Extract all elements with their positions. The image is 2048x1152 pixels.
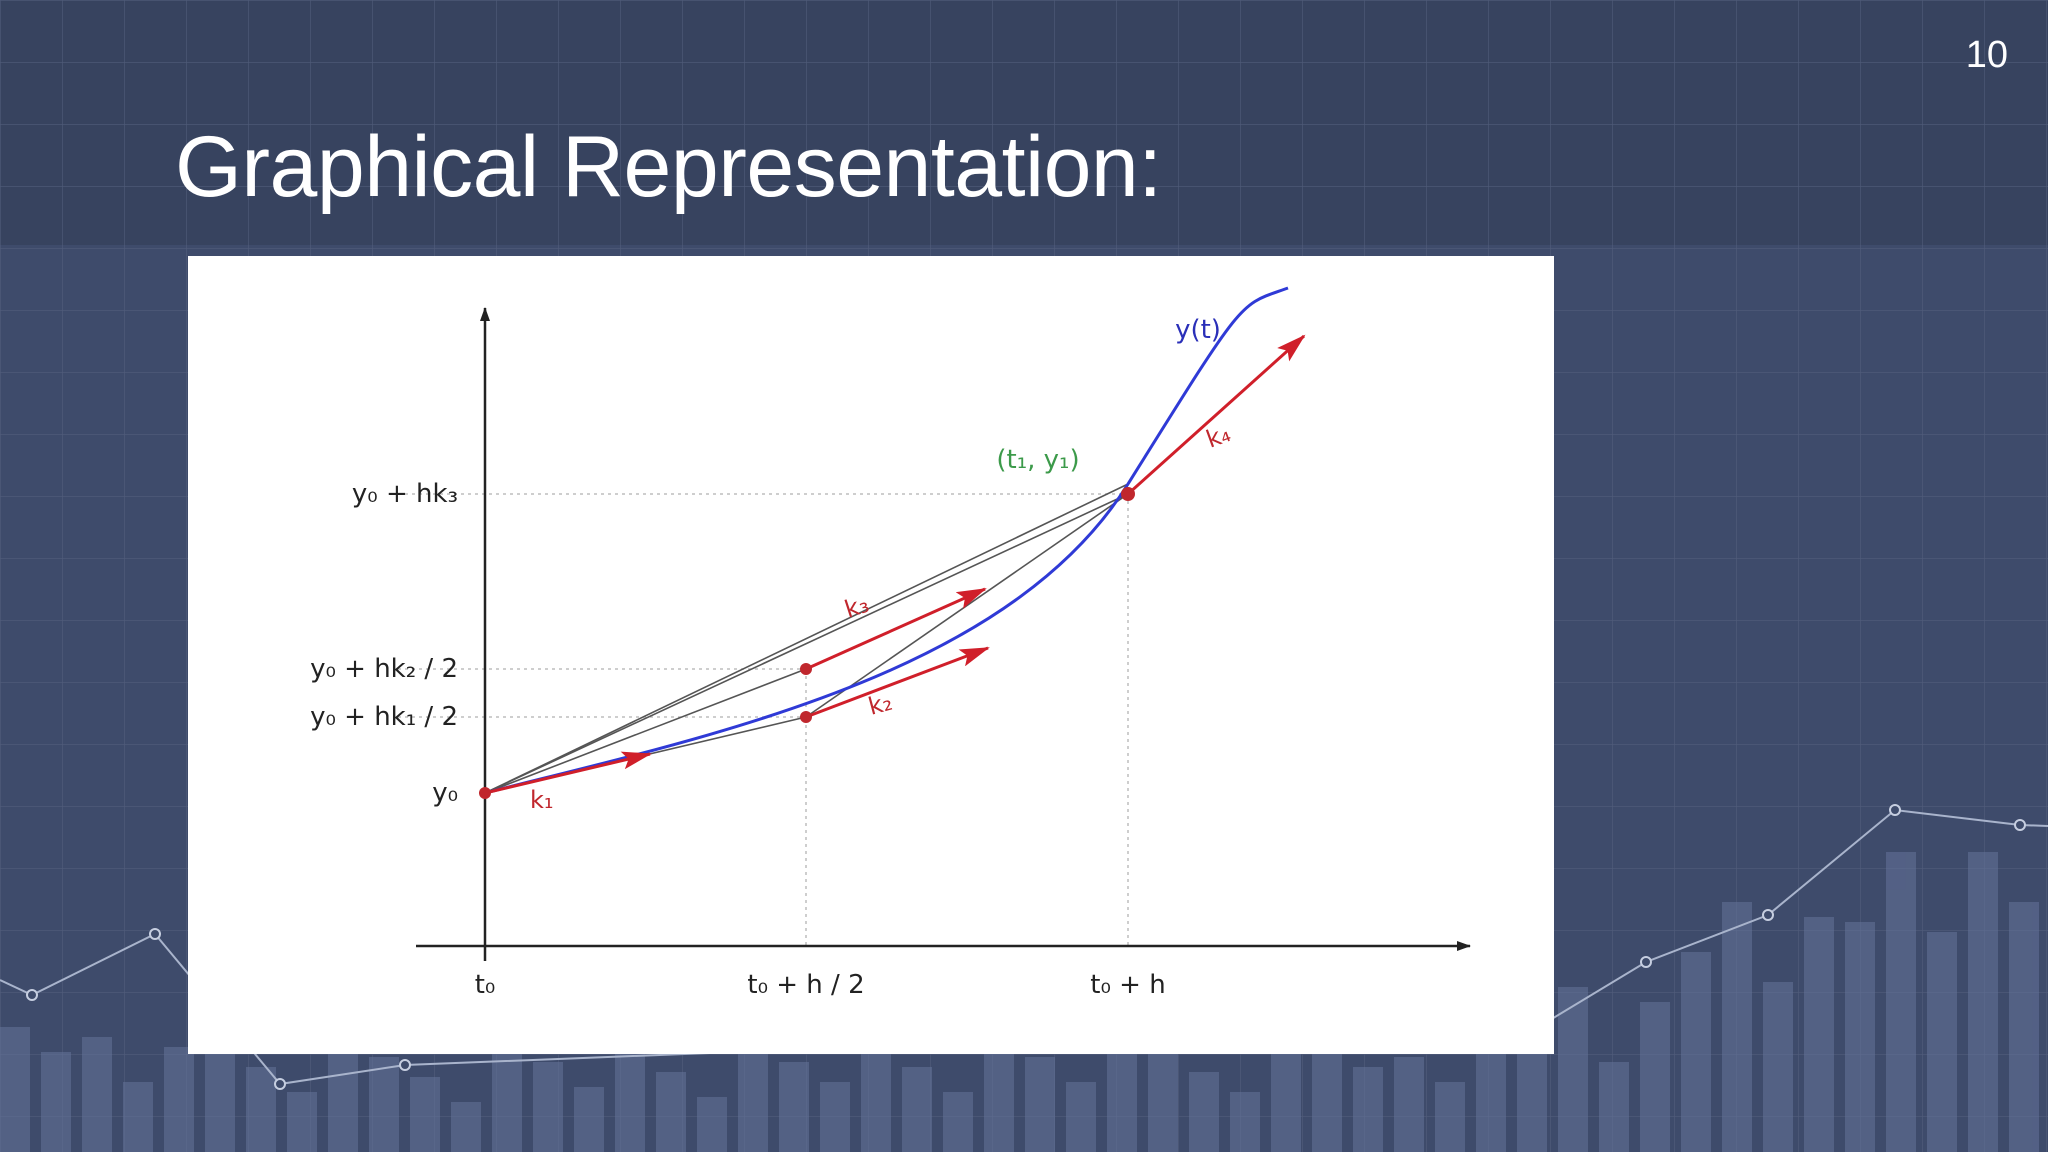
decorative-bar — [943, 1092, 973, 1152]
curve-label: y(t) — [1175, 315, 1221, 345]
slope-arrow-k2 — [805, 646, 990, 719]
decorative-bar — [1066, 1082, 1096, 1152]
decorative-bar — [820, 1082, 850, 1152]
guide-lines — [398, 493, 1129, 946]
decorative-bar — [1435, 1082, 1465, 1152]
decorative-bar — [1640, 1002, 1670, 1152]
decorative-bar — [1804, 917, 1834, 1152]
slope-label-k1: k₁ — [530, 786, 554, 814]
decorative-bar — [861, 1047, 891, 1152]
decorative-bar — [1189, 1072, 1219, 1152]
sample-points — [479, 487, 1135, 799]
decorative-bar — [615, 1052, 645, 1152]
decorative-bar — [123, 1082, 153, 1152]
decorative-bar — [451, 1102, 481, 1152]
decorative-bar — [656, 1072, 686, 1152]
decorative-bar — [492, 1042, 522, 1152]
rk4-diagram-svg: y₀ + hk₃ y₀ + hk₂ / 2 y₀ + hk₁ / 2 y₀ t₀… — [310, 286, 1471, 1000]
decorative-bar — [1230, 1092, 1260, 1152]
decorative-bars — [0, 852, 2039, 1152]
decorative-bar — [287, 1092, 317, 1152]
decorative-bar — [1148, 1042, 1178, 1152]
decorative-bar — [779, 1062, 809, 1152]
decorative-bar — [1927, 932, 1957, 1152]
y-label-hk3: y₀ + hk₃ — [352, 479, 458, 509]
decorative-bar — [1763, 982, 1793, 1152]
decorative-bar — [902, 1067, 932, 1152]
decorative-bar — [1394, 1057, 1424, 1152]
decorative-bar — [1845, 922, 1875, 1152]
decorative-bar — [574, 1087, 604, 1152]
decorative-bar — [41, 1052, 71, 1152]
slope-label-k3: k₃ — [841, 590, 872, 624]
decorative-bar — [1968, 852, 1998, 1152]
decorative-bar — [1476, 1042, 1506, 1152]
decorative-bar — [82, 1037, 112, 1152]
decorative-bar — [1271, 1052, 1301, 1152]
slope-label-k2: k₂ — [865, 688, 895, 721]
decorative-bar — [984, 1037, 1014, 1152]
decorative-bar — [533, 1062, 563, 1152]
decorative-bar — [697, 1097, 727, 1152]
decorative-bar — [369, 1057, 399, 1152]
decorative-bar — [2009, 902, 2039, 1152]
y-label-hk2: y₀ + hk₂ / 2 — [310, 654, 458, 684]
slope-arrow-k1 — [484, 751, 652, 795]
decorative-bar — [1558, 987, 1588, 1152]
y-label-y0: y₀ — [432, 778, 458, 808]
decorative-bar — [1353, 1067, 1383, 1152]
x-label-t0-h2: t₀ + h / 2 — [747, 970, 864, 1000]
decorative-bar — [1886, 852, 1916, 1152]
rk4-diagram: y₀ + hk₃ y₀ + hk₂ / 2 y₀ + hk₁ / 2 y₀ t₀… — [188, 256, 1554, 1054]
decorative-bar — [1681, 952, 1711, 1152]
decorative-bar — [1025, 1057, 1055, 1152]
solution-curve — [484, 286, 1289, 795]
page-number: 10 — [1965, 34, 2008, 76]
y-label-hk1: y₀ + hk₁ / 2 — [310, 702, 458, 732]
slope-arrow-k4 — [1126, 334, 1306, 496]
decorative-bar — [246, 1067, 276, 1152]
slope-arrow-k3 — [805, 587, 987, 671]
decorative-bar — [1599, 1062, 1629, 1152]
decorative-bar — [1722, 902, 1752, 1152]
slide-title: Graphical Representation: — [175, 119, 1162, 215]
decorative-bar — [164, 1047, 194, 1152]
x-label-t0-h: t₀ + h — [1090, 970, 1165, 1000]
decorative-bar — [0, 1027, 30, 1152]
point-label: (t₁, y₁) — [996, 445, 1079, 475]
x-label-t0: t₀ — [475, 970, 496, 1000]
decorative-bar — [410, 1077, 440, 1152]
